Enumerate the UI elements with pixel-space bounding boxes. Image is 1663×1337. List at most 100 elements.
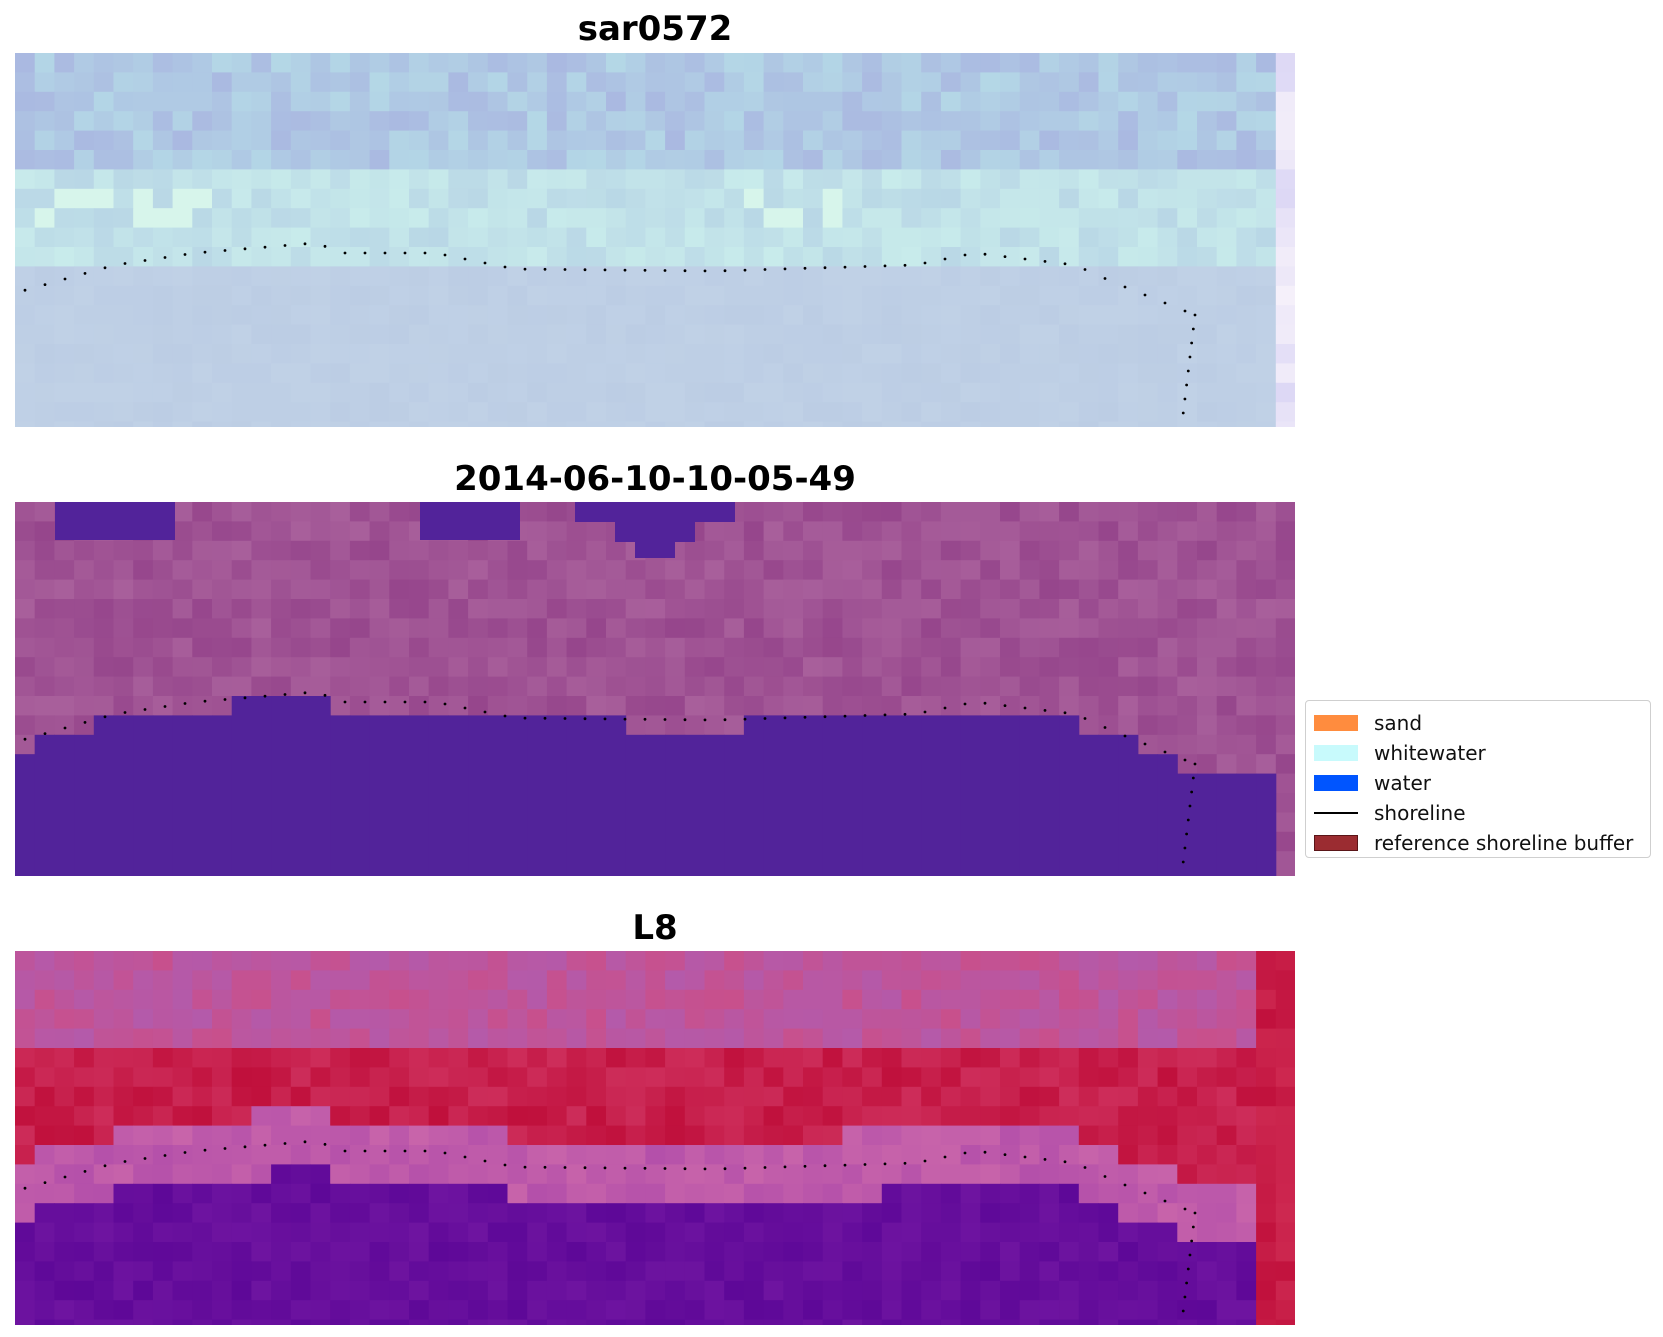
image-pixel bbox=[369, 579, 390, 600]
shoreline-point bbox=[603, 717, 607, 721]
image-pixel bbox=[1275, 715, 1295, 736]
image-pixel bbox=[842, 560, 863, 581]
image-pixel bbox=[74, 169, 95, 190]
image-pixel bbox=[980, 1067, 1001, 1088]
image-pixel bbox=[172, 305, 193, 326]
image-pixel bbox=[113, 599, 134, 619]
image-pixel bbox=[901, 521, 922, 542]
image-pixel bbox=[606, 344, 627, 364]
shoreline-point bbox=[943, 706, 947, 710]
image-pixel bbox=[822, 502, 843, 522]
image-pixel bbox=[133, 1009, 154, 1030]
image-pixel bbox=[310, 599, 331, 619]
image-pixel bbox=[310, 72, 331, 93]
image-pixel bbox=[842, 1048, 863, 1068]
image-pixel bbox=[645, 1048, 666, 1068]
shoreline-point bbox=[643, 268, 647, 272]
image-pixel bbox=[940, 1222, 962, 1243]
image-pixel bbox=[251, 1300, 272, 1321]
image-pixel bbox=[803, 676, 824, 697]
image-pixel bbox=[369, 1009, 390, 1030]
image-pixel bbox=[389, 382, 410, 403]
image-pixel bbox=[448, 91, 469, 112]
image-pixel bbox=[133, 1125, 154, 1146]
image-pixel bbox=[133, 227, 154, 248]
image-pixel bbox=[389, 285, 410, 306]
image-pixel bbox=[310, 1145, 331, 1165]
image-pixel bbox=[1197, 1280, 1218, 1301]
image-pixel bbox=[74, 1164, 95, 1185]
image-pixel bbox=[231, 53, 252, 73]
image-pixel bbox=[1059, 421, 1080, 427]
image-pixel bbox=[704, 1145, 725, 1165]
image-pixel bbox=[349, 540, 371, 561]
image-pixel bbox=[566, 1183, 587, 1204]
image-pixel bbox=[862, 53, 883, 73]
image-pixel bbox=[1137, 1222, 1159, 1243]
image-pixel bbox=[862, 1125, 883, 1146]
image-pixel bbox=[980, 502, 1001, 522]
image-pixel bbox=[921, 130, 942, 151]
image-pixel bbox=[960, 989, 981, 1010]
water-class-region bbox=[251, 696, 272, 876]
image-pixel bbox=[1177, 1164, 1198, 1185]
image-pixel bbox=[1000, 1183, 1021, 1204]
image-pixel bbox=[507, 188, 528, 209]
image-pixel bbox=[921, 91, 942, 112]
image-pixel bbox=[1137, 208, 1159, 229]
image-pixel bbox=[665, 1028, 686, 1049]
image-pixel bbox=[566, 285, 587, 306]
image-pixel bbox=[1059, 150, 1080, 170]
image-pixel bbox=[1039, 208, 1060, 229]
image-pixel bbox=[881, 1164, 902, 1185]
image-pixel bbox=[1256, 305, 1277, 326]
image-pixel bbox=[271, 599, 292, 619]
image-pixel bbox=[172, 208, 193, 229]
image-pixel bbox=[93, 1222, 114, 1243]
image-pixel bbox=[172, 676, 193, 697]
image-pixel bbox=[172, 111, 193, 132]
panel-title-rgb: sar0572 bbox=[577, 9, 733, 49]
image-pixel bbox=[271, 188, 292, 209]
image-pixel bbox=[409, 150, 430, 170]
image-pixel bbox=[507, 208, 528, 229]
shoreline-point bbox=[1183, 1207, 1187, 1211]
image-pixel bbox=[743, 382, 765, 403]
image-pixel bbox=[468, 1145, 489, 1165]
image-pixel bbox=[901, 72, 922, 93]
image-pixel bbox=[665, 344, 686, 364]
image-pixel bbox=[74, 657, 95, 678]
image-pixel bbox=[409, 247, 430, 267]
image-pixel bbox=[1059, 1222, 1080, 1243]
image-pixel bbox=[1137, 521, 1159, 542]
image-pixel bbox=[743, 227, 765, 248]
image-pixel bbox=[487, 402, 508, 423]
image-pixel bbox=[901, 421, 922, 427]
image-pixel bbox=[940, 1125, 962, 1146]
shoreline-point bbox=[943, 257, 947, 261]
image-pixel bbox=[822, 285, 843, 306]
image-pixel bbox=[566, 1261, 587, 1282]
image-pixel bbox=[684, 1106, 705, 1127]
image-pixel bbox=[468, 285, 489, 306]
image-pixel bbox=[980, 1106, 1001, 1127]
image-pixel bbox=[881, 970, 902, 991]
image-pixel bbox=[763, 1009, 784, 1030]
image-pixel bbox=[1000, 72, 1021, 93]
image-pixel bbox=[822, 169, 843, 190]
shoreline-point bbox=[1181, 411, 1185, 415]
image-pixel bbox=[1098, 1048, 1119, 1068]
image-pixel bbox=[960, 91, 981, 112]
image-pixel bbox=[310, 1222, 331, 1243]
image-pixel bbox=[921, 540, 942, 561]
image-pixel bbox=[546, 227, 568, 248]
image-pixel bbox=[448, 1222, 469, 1243]
image-pixel bbox=[54, 150, 75, 170]
image-pixel bbox=[212, 324, 233, 345]
image-pixel bbox=[192, 696, 213, 716]
image-pixel bbox=[527, 169, 548, 190]
image-pixel bbox=[152, 1145, 174, 1165]
image-pixel bbox=[1236, 1145, 1257, 1165]
image-pixel bbox=[389, 1261, 410, 1282]
image-pixel bbox=[93, 676, 114, 697]
